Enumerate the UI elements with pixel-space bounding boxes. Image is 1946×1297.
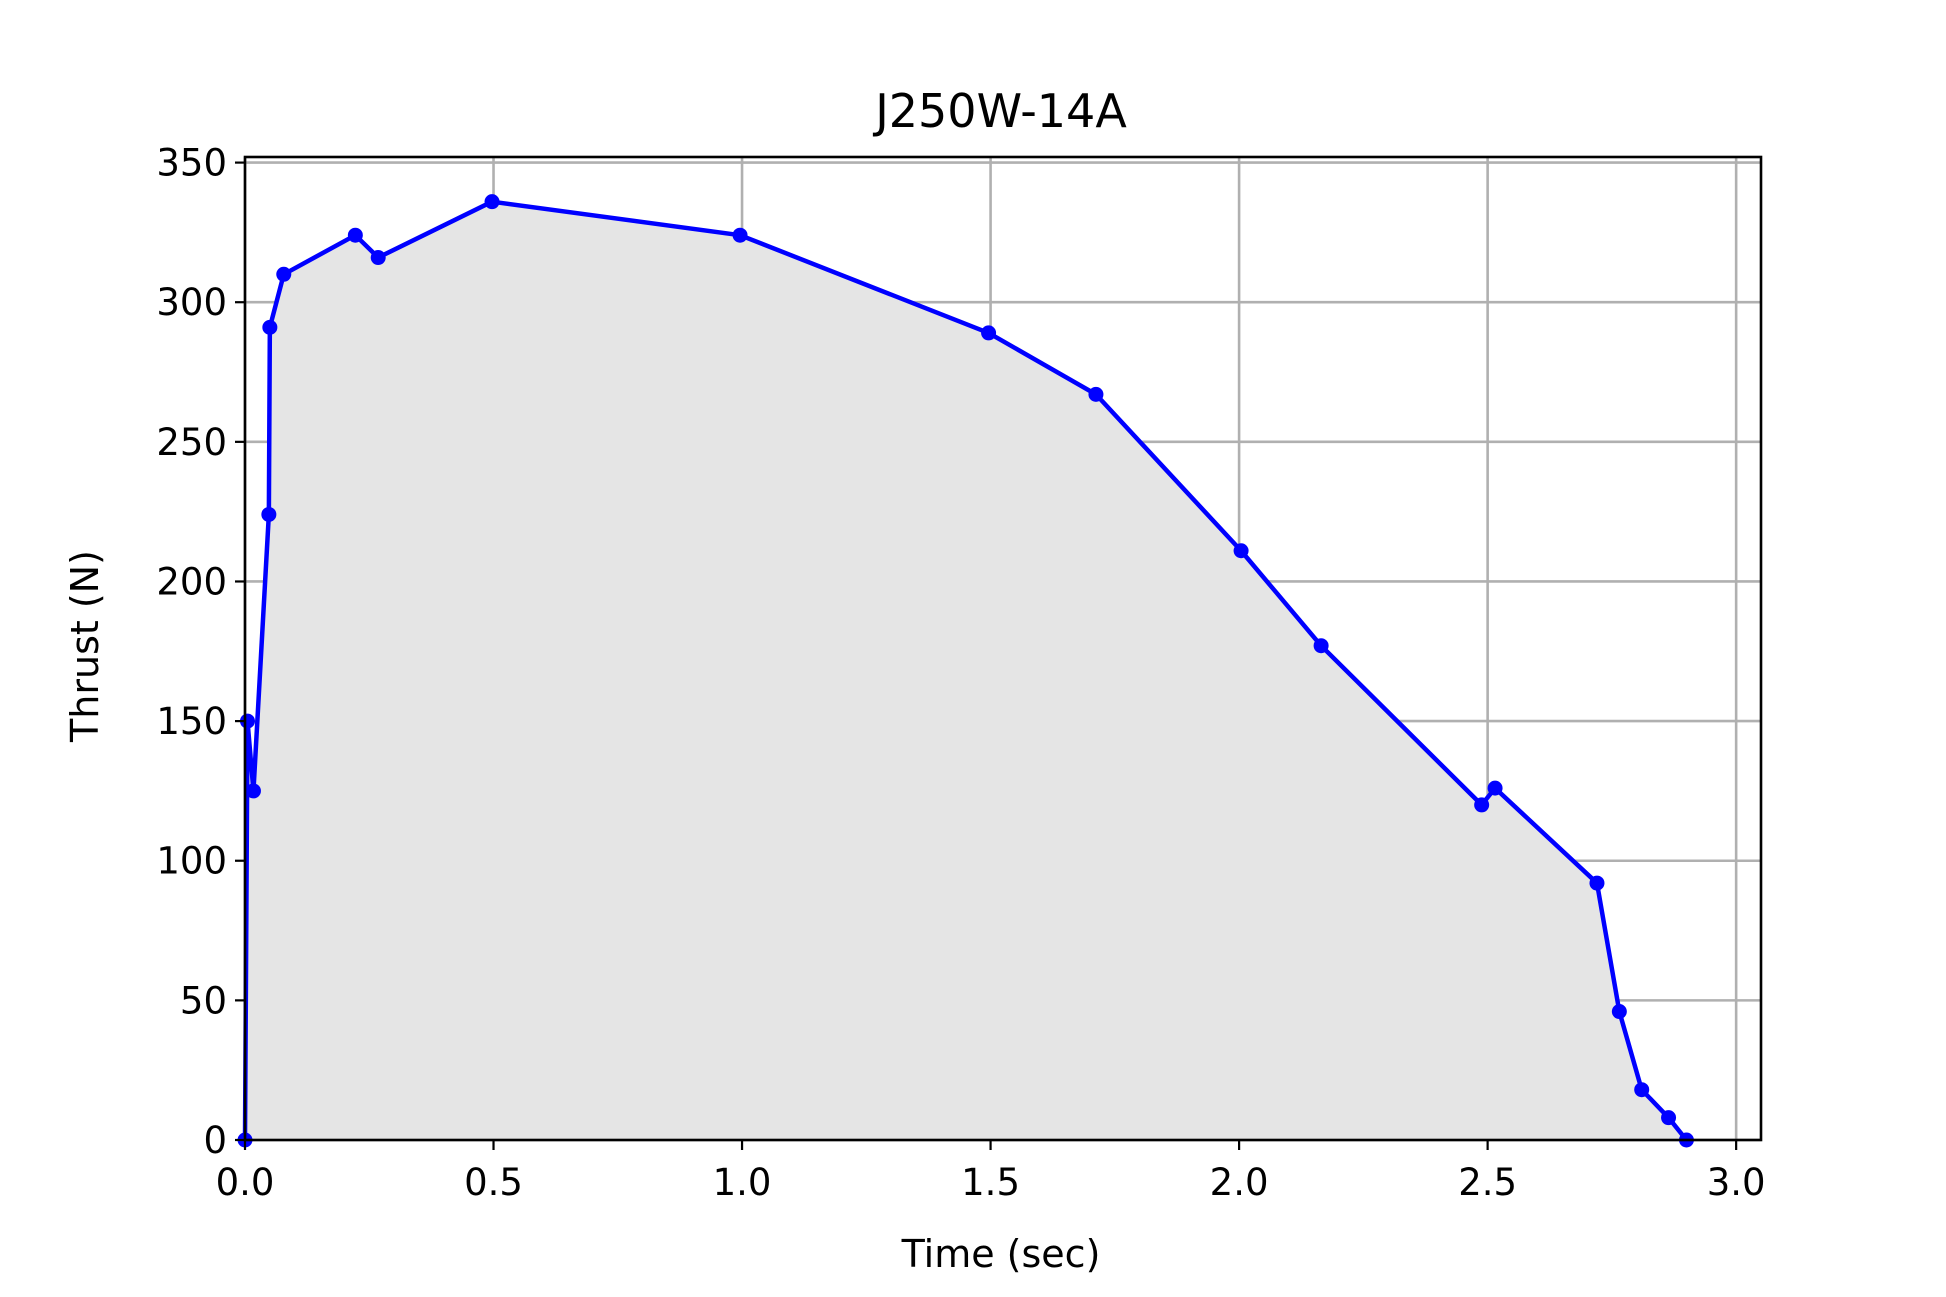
data-point [1233, 543, 1249, 559]
data-point [1589, 875, 1605, 891]
data-point [261, 506, 277, 522]
data-point [1487, 780, 1503, 796]
x-tick-label: 0.0 [216, 1161, 275, 1204]
thrust-fill-area [245, 201, 1687, 1140]
data-point [1088, 386, 1104, 402]
y-tick-labels: 0 50 100 150 200 250 300 350 [156, 142, 227, 1162]
x-tick-label: 2.0 [1210, 1161, 1269, 1204]
data-point [370, 250, 386, 266]
y-tick-label: 300 [156, 281, 227, 324]
y-tick-label: 200 [156, 560, 227, 603]
y-axis-label: Thrust (N) [63, 550, 107, 743]
x-tick-label: 2.5 [1458, 1161, 1517, 1204]
chart-title: J250W-14A [872, 84, 1127, 138]
y-tick-label: 0 [203, 1119, 227, 1162]
data-point [1474, 797, 1490, 813]
x-tick-label: 1.5 [961, 1161, 1020, 1204]
data-point [245, 783, 261, 799]
y-tick-label: 50 [180, 979, 227, 1022]
data-point [347, 227, 363, 243]
data-point [732, 227, 748, 243]
y-tick-label: 150 [156, 700, 227, 743]
plot-frame [243, 155, 1763, 1142]
x-tick-label: 0.5 [464, 1161, 523, 1204]
y-tick-label: 100 [156, 840, 227, 883]
y-tick-label: 250 [156, 421, 227, 464]
x-tick-labels: 0.0 0.5 1.0 1.5 2.0 2.5 3.0 [216, 1161, 1766, 1204]
data-points [237, 194, 1694, 1148]
data-point [1661, 1110, 1677, 1126]
data-point [484, 194, 500, 210]
data-point [262, 319, 278, 335]
data-point [981, 325, 997, 341]
x-axis-label: Time (sec) [901, 1232, 1101, 1276]
data-point [276, 266, 292, 282]
data-point [1313, 638, 1329, 654]
x-tick-label: 3.0 [1707, 1161, 1766, 1204]
y-tick-label: 350 [156, 142, 227, 185]
tick-marks [235, 161, 1738, 1150]
x-tick-label: 1.0 [713, 1161, 772, 1204]
data-point [1611, 1004, 1627, 1020]
data-point [1634, 1082, 1650, 1098]
